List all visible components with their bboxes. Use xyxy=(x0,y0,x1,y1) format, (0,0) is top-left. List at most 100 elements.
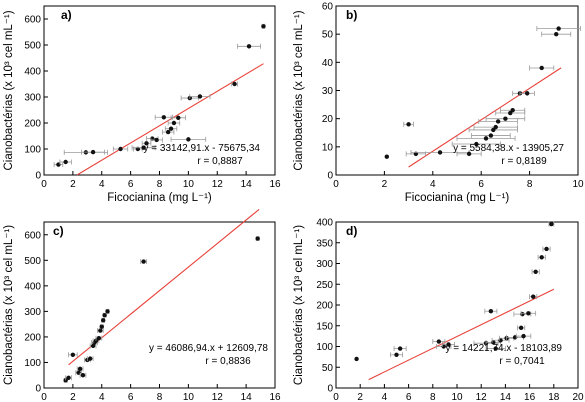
y-tick-label: 200 xyxy=(24,119,41,130)
data-point xyxy=(544,246,549,252)
data-point xyxy=(261,24,266,29)
data-point xyxy=(63,378,68,383)
x-tick-label: 12 xyxy=(212,392,224,402)
data-point xyxy=(474,141,479,147)
y-tick-label: 200 xyxy=(24,332,41,343)
data-point xyxy=(488,309,494,314)
x-tick-label: 0 xyxy=(333,392,339,402)
y-axis-title: Cianobactérias (x 10³ cel mL⁻¹) xyxy=(293,10,305,170)
data-point xyxy=(518,325,524,331)
data-point xyxy=(88,356,93,361)
data-point xyxy=(483,136,489,141)
y-tick-label: 500 xyxy=(24,256,41,267)
regression-line xyxy=(368,288,555,381)
regression-equation: y = 33142,91.x - 75675,34 xyxy=(144,143,261,154)
x-tick-label: 16 xyxy=(269,179,281,190)
panel-label: d) xyxy=(346,224,357,238)
data-point xyxy=(493,346,498,351)
x-tick-label: 16 xyxy=(524,392,536,402)
y-tick-label: 0 xyxy=(327,171,333,182)
y-tick-label: 150 xyxy=(316,321,333,332)
data-point xyxy=(154,137,159,143)
y-tick-label: 0 xyxy=(35,171,41,182)
x-tick-label: 14 xyxy=(241,392,253,402)
y-axis-title: Cianobactérias (x 10³ cel mL⁻¹) xyxy=(3,225,15,385)
data-point xyxy=(186,137,191,142)
data-point xyxy=(493,124,498,130)
correlation-r: r = 0,8887 xyxy=(197,156,243,167)
y-tick-label: 50 xyxy=(322,363,334,374)
y-tick-label: 250 xyxy=(316,280,333,291)
x-tick-label: 2 xyxy=(70,179,76,190)
correlation-r: r = 0,8836 xyxy=(205,356,251,367)
y-tick-label: 40 xyxy=(322,58,334,69)
data-point xyxy=(165,129,171,135)
x-tick-label: 2 xyxy=(70,392,76,402)
y-tick-label: 400 xyxy=(24,67,41,78)
chart-panel-d: 0 2 4 6 8 10 12 14 16 18 2005010015020025030035040… xyxy=(293,218,584,402)
data-point xyxy=(105,309,110,314)
regression-equation: y = 14221,74.x - 18103,89 xyxy=(446,343,563,354)
x-tick-label: 10 xyxy=(451,392,463,402)
x-tick-label: 6 xyxy=(128,179,134,190)
y-tick-label: 30 xyxy=(322,86,334,97)
chart-panel-b: 0 2 4 6 8 10 0 10 20 30 40 50 60 Ficocianina (mg L⁻¹)… xyxy=(293,2,584,205)
x-tick-label: 6 xyxy=(478,179,484,190)
x-tick-label: 14 xyxy=(500,392,512,402)
chart-panel-a: 0 2 4 6 8 10 12 14 16 0 100 200 300 400 500 600 Ficocian… xyxy=(3,5,281,204)
x-axis-title: Ficocianina (mg L⁻¹) xyxy=(405,192,510,204)
y-tick-label: 600 xyxy=(24,15,41,26)
data-point xyxy=(102,313,107,318)
y-tick-label: 60 xyxy=(322,2,334,13)
data-point xyxy=(161,115,167,120)
data-point xyxy=(171,120,177,126)
y-tick-label: 600 xyxy=(24,230,41,241)
chart-panel-c: 02468101214160100200300400500600Ficocian… xyxy=(3,208,281,402)
data-point xyxy=(168,126,174,131)
data-point xyxy=(503,116,508,121)
y-tick-label: 500 xyxy=(24,41,41,52)
y-tick-label: 0 xyxy=(35,384,41,395)
data-point xyxy=(466,151,472,157)
data-point xyxy=(93,338,99,343)
x-tick-label: 4 xyxy=(382,392,388,402)
data-point xyxy=(197,94,203,99)
data-point xyxy=(141,259,146,264)
y-tick-label: 300 xyxy=(24,93,41,104)
x-tick-label: 0 xyxy=(41,179,47,190)
y-tick-label: 100 xyxy=(24,358,41,369)
data-point xyxy=(549,221,554,227)
x-tick-label: 8 xyxy=(527,179,533,190)
data-point xyxy=(488,133,494,138)
x-tick-label: 12 xyxy=(476,392,488,402)
y-tick-label: 350 xyxy=(316,238,333,249)
x-tick-label: 2 xyxy=(382,179,388,190)
data-point xyxy=(397,346,403,351)
data-point xyxy=(554,31,559,37)
data-point xyxy=(539,255,544,260)
data-point xyxy=(98,328,103,333)
x-tick-label: 4 xyxy=(99,179,105,190)
y-tick-label: 50 xyxy=(322,30,334,41)
x-tick-label: 8 xyxy=(157,179,163,190)
regression-line xyxy=(408,67,562,168)
y-tick-label: 20 xyxy=(322,114,334,125)
x-tick-label: 12 xyxy=(212,179,224,190)
x-tick-label: 4 xyxy=(99,392,105,402)
data-point xyxy=(90,149,96,155)
y-tick-label: 10 xyxy=(322,142,334,153)
correlation-r: r = 0,7041 xyxy=(499,356,545,367)
x-tick-label: 6 xyxy=(406,392,412,402)
data-point xyxy=(246,44,252,49)
data-point xyxy=(255,236,260,241)
y-tick-label: 100 xyxy=(316,342,333,353)
x-tick-label: 2 xyxy=(357,392,363,402)
regression-equation: y = 5584,38.x - 13905,27 xyxy=(453,143,564,154)
y-tick-label: 400 xyxy=(316,218,333,229)
y-tick-label: 200 xyxy=(316,301,333,312)
data-point xyxy=(446,342,451,347)
panel-label: c) xyxy=(53,224,64,238)
x-tick-label: 8 xyxy=(430,392,436,402)
data-point xyxy=(80,373,86,378)
data-point xyxy=(63,159,68,165)
